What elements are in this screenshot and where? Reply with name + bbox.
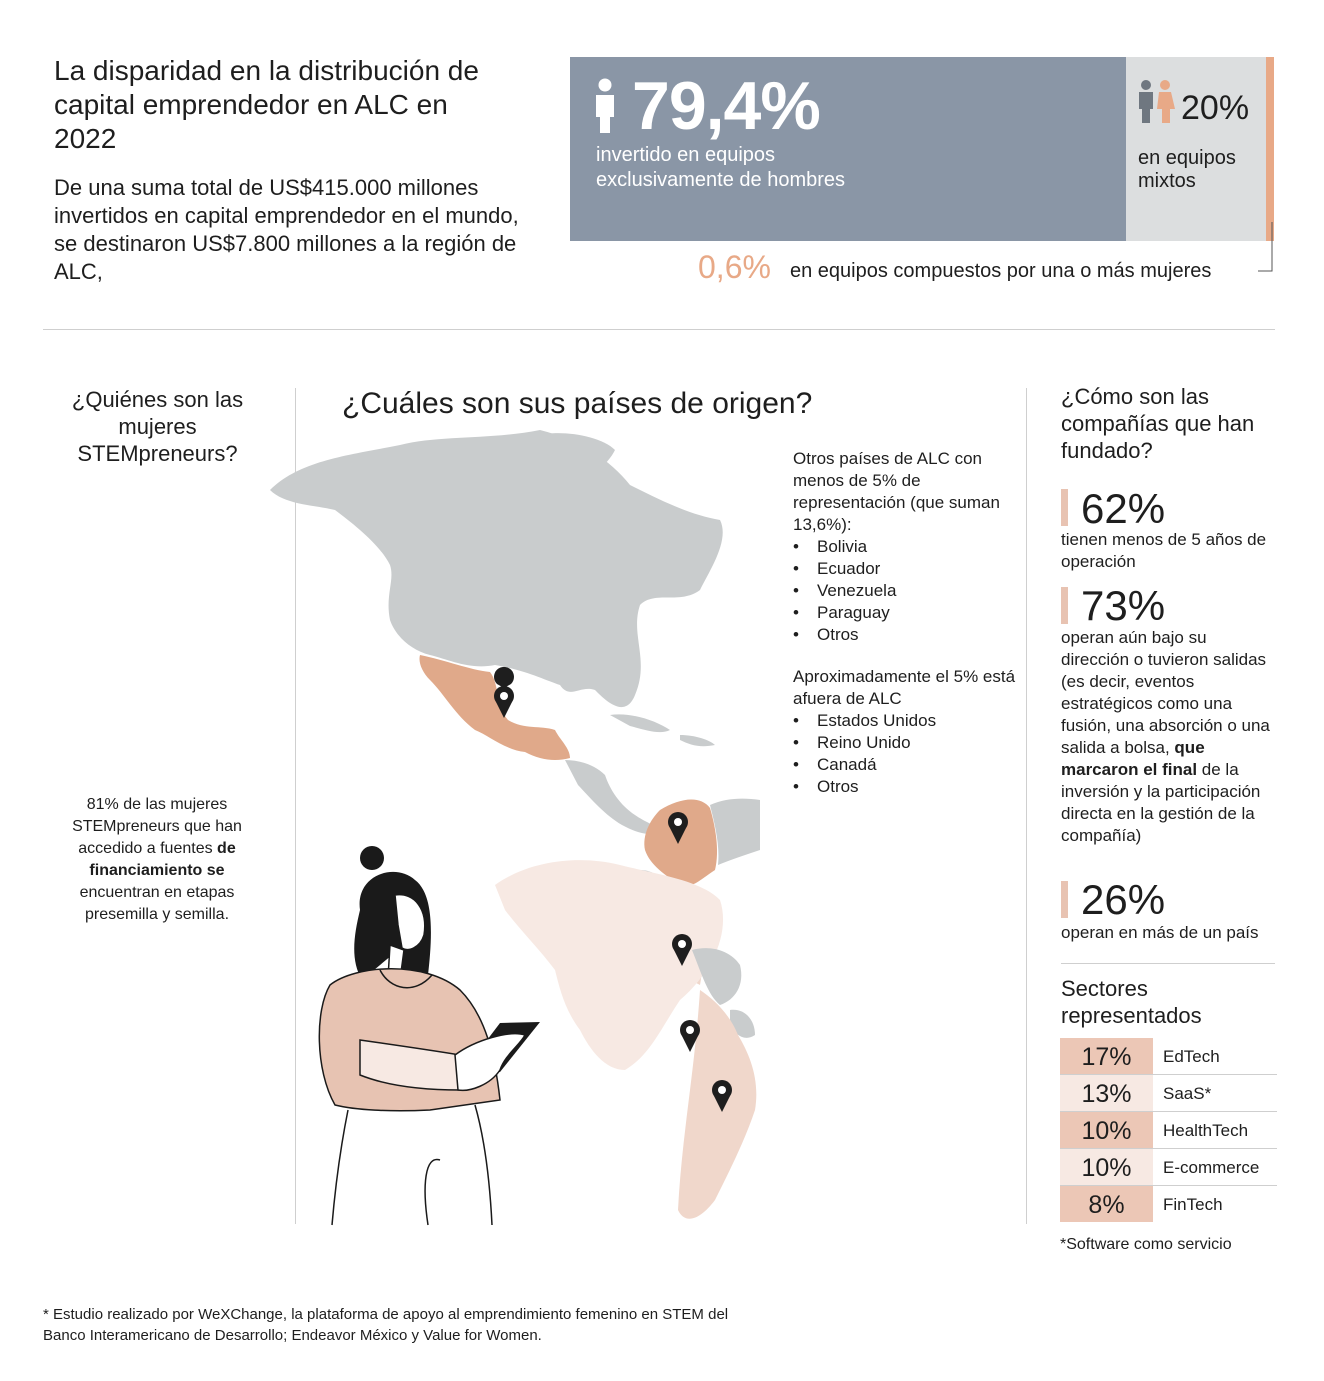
sectors-divider: [1061, 963, 1275, 964]
men-value: 79,4%: [632, 68, 821, 144]
sector-name: EdTech: [1163, 1047, 1220, 1066]
bar-segment-men: [570, 57, 1126, 241]
mixed-value: 20%: [1181, 89, 1250, 127]
list-item: Estados Unidos: [793, 710, 1023, 732]
kpi-label: operan aún bajo su dirección o tuvieron …: [1061, 627, 1276, 847]
list-item: Canadá: [793, 754, 1023, 776]
sectors-title: Sectores representados: [1061, 976, 1202, 1028]
other-countries-heading: Otros países de ALC con menos de 5% de r…: [793, 449, 1000, 534]
women-leader-line: [1258, 222, 1273, 272]
sector-percent: 10%: [1060, 1149, 1153, 1185]
woman-with-tablet-illustration: [318, 846, 540, 1226]
page-title: La disparidad en la distribución de capi…: [54, 55, 479, 154]
who-title: ¿Quiénes son las mujeres STEMpreneurs?: [71, 387, 244, 466]
women-value: 0,6%: [698, 249, 771, 285]
outside-countries-block: Aproximadamente el 5% está afuera de ALC…: [793, 666, 1023, 798]
kpi-accent-bar: [1061, 587, 1068, 624]
pin-mexico-icon: [494, 666, 514, 718]
pin-colombia-icon: [668, 812, 688, 844]
sector-row: 17% EdTech: [1060, 1038, 1277, 1075]
stat-text-end: encuentran en etapas presemilla y semill…: [79, 884, 235, 923]
stat-text-start: 81% de las mujeres STEMpreneurs que han …: [72, 796, 242, 857]
man-icon: [596, 78, 614, 133]
sector-name: HealthTech: [1163, 1121, 1249, 1140]
brazil-landmass: [495, 860, 724, 1070]
sector-percent: 8%: [1060, 1186, 1153, 1222]
outside-countries-list: Estados Unidos Reino Unido Canadá Otros: [793, 710, 1023, 798]
greenland-landmass: [539, 433, 615, 479]
other-countries-list: Bolivia Ecuador Venezuela Paraguay Otros: [793, 536, 1023, 646]
kpi-value: 73%: [1081, 582, 1166, 629]
list-item: Bolivia: [793, 536, 1023, 558]
section-divider: [43, 329, 1275, 330]
sector-name: SaaS*: [1163, 1084, 1212, 1103]
kpi-label-bold: que marcaron el final: [1061, 738, 1205, 779]
sector-row: 8% FinTech: [1060, 1186, 1277, 1222]
sector-percent: 13%: [1060, 1075, 1153, 1111]
men-label: invertido en equipos exclusivamente de h…: [596, 144, 846, 191]
chile-argentina-landmass: [678, 990, 757, 1219]
kpi-label-text: operan aún bajo su dirección o tuvieron …: [1061, 628, 1270, 757]
outside-countries-heading: Aproximadamente el 5% está afuera de ALC: [793, 667, 1016, 708]
kpi-label-text-end: de la inversión y la participación direc…: [1061, 760, 1261, 845]
list-item: Otros: [793, 776, 1023, 798]
list-item: Venezuela: [793, 580, 1023, 602]
map-title: ¿Cuáles son sus países de origen?: [342, 387, 813, 420]
kpi-value: 26%: [1081, 876, 1166, 923]
americas-map: [270, 430, 760, 1219]
central-america-landmass: [565, 760, 660, 834]
list-item: Ecuador: [793, 558, 1023, 580]
venezuela-guyanas-landmass: [710, 798, 760, 865]
sector-name: FinTech: [1163, 1195, 1223, 1214]
mixed-team-icon: [1139, 80, 1175, 123]
companies-title: ¿Cómo son las compañías que han fundado?: [1061, 384, 1255, 463]
paraguay-landmass: [730, 1009, 755, 1038]
sector-percent: 17%: [1060, 1038, 1153, 1074]
stat-text-bold: de financiamiento se: [89, 840, 236, 879]
sector-row: 10% E-commerce: [1060, 1149, 1277, 1186]
kpi-label: tienen menos de 5 años de operación: [1061, 530, 1267, 571]
north-america-landmass: [270, 430, 723, 708]
column-divider-left: [295, 388, 296, 1224]
sector-name: E-commerce: [1163, 1158, 1260, 1177]
colombia-landmass: [644, 799, 718, 887]
column-divider-right: [1026, 388, 1027, 1224]
pin-chile-icon: [680, 1020, 700, 1052]
sectors-table: 17% EdTech 13% SaaS* 10% HealthTech 10% E-comme…: [1060, 1038, 1277, 1222]
kpi-value: 62%: [1081, 485, 1166, 532]
list-item: Paraguay: [793, 602, 1023, 624]
sector-row: 10% HealthTech: [1060, 1112, 1277, 1149]
page-subtitle: De una suma total de US$415.000 millones…: [54, 175, 519, 284]
pin-argentina-icon: [712, 1080, 732, 1112]
bolivia-landmass: [692, 948, 742, 1005]
other-countries-block: Otros países de ALC con menos de 5% de r…: [793, 448, 1023, 646]
kpi-label: operan en más de un país: [1061, 923, 1259, 942]
bar-segment-women: [1266, 57, 1274, 241]
pin-peru-icon: [672, 934, 692, 966]
stempreneur-stat: 81% de las mujeres STEMpreneurs que han …: [52, 794, 262, 926]
sector-row: 13% SaaS*: [1060, 1075, 1277, 1112]
kpi-accent-bar: [1061, 881, 1068, 918]
list-item: Otros: [793, 624, 1023, 646]
women-label: en equipos compuestos por una o más muje…: [790, 260, 1212, 282]
mixed-label: en equipos mixtos: [1138, 147, 1236, 192]
list-item: Reino Unido: [793, 732, 1023, 754]
sector-percent: 10%: [1060, 1112, 1153, 1148]
sectors-footnote: *Software como servicio: [1060, 1236, 1232, 1253]
investment-stacked-bar: [570, 57, 1274, 241]
kpi-accent-bar: [1061, 489, 1068, 526]
mexico-landmass: [419, 655, 570, 760]
source-footnote: * Estudio realizado por WeXChange, la pl…: [43, 1306, 729, 1344]
caribbean-islands: [610, 714, 715, 747]
